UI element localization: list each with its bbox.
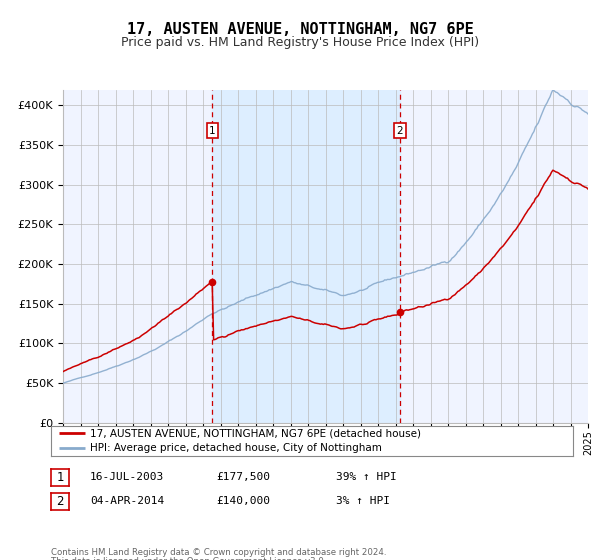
Text: £140,000: £140,000 bbox=[216, 496, 270, 506]
Text: 17, AUSTEN AVENUE, NOTTINGHAM, NG7 6PE: 17, AUSTEN AVENUE, NOTTINGHAM, NG7 6PE bbox=[127, 22, 473, 38]
Bar bbox=[212, 90, 400, 423]
Text: 17, AUSTEN AVENUE, NOTTINGHAM, NG7 6PE (detached house): 17, AUSTEN AVENUE, NOTTINGHAM, NG7 6PE (… bbox=[90, 428, 421, 438]
Text: 1: 1 bbox=[209, 126, 216, 136]
Text: 1: 1 bbox=[56, 471, 64, 484]
Text: 2: 2 bbox=[56, 495, 64, 508]
Text: 16-JUL-2003: 16-JUL-2003 bbox=[90, 472, 164, 482]
Text: 3% ↑ HPI: 3% ↑ HPI bbox=[336, 496, 390, 506]
Text: 04-APR-2014: 04-APR-2014 bbox=[90, 496, 164, 506]
Text: 2: 2 bbox=[397, 126, 403, 136]
Text: Contains HM Land Registry data © Crown copyright and database right 2024.: Contains HM Land Registry data © Crown c… bbox=[51, 548, 386, 557]
Text: £177,500: £177,500 bbox=[216, 472, 270, 482]
Text: HPI: Average price, detached house, City of Nottingham: HPI: Average price, detached house, City… bbox=[90, 443, 382, 453]
Text: Price paid vs. HM Land Registry's House Price Index (HPI): Price paid vs. HM Land Registry's House … bbox=[121, 36, 479, 49]
Text: This data is licensed under the Open Government Licence v3.0.: This data is licensed under the Open Gov… bbox=[51, 557, 326, 560]
Text: 39% ↑ HPI: 39% ↑ HPI bbox=[336, 472, 397, 482]
